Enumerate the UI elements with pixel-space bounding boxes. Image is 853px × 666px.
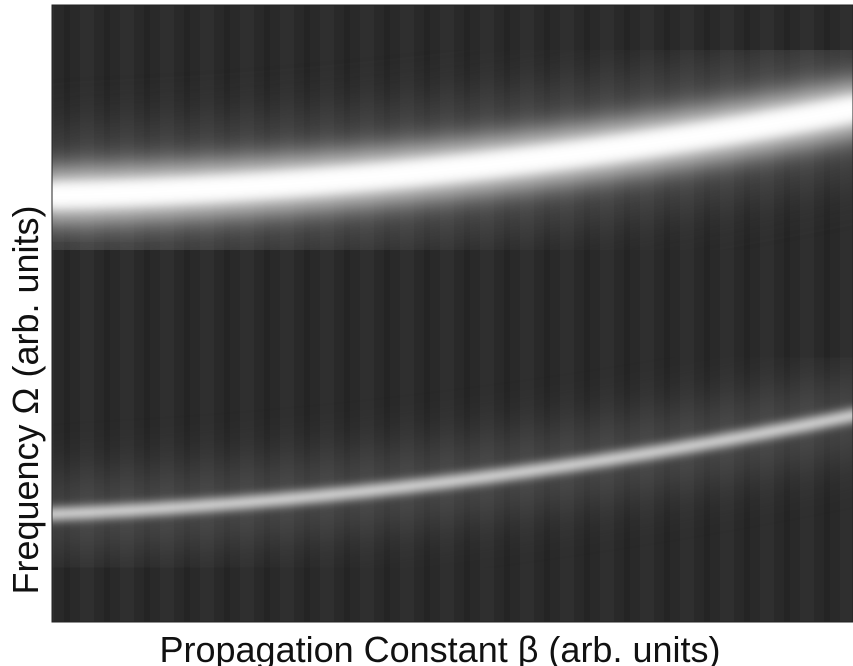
- heatmap: [30, 5, 853, 622]
- chart: Propagation Constant β (arb. units) Freq…: [0, 0, 853, 666]
- y-axis-label: Frequency Ω (arb. units): [5, 205, 46, 594]
- x-axis-label: Propagation Constant β (arb. units): [159, 629, 720, 666]
